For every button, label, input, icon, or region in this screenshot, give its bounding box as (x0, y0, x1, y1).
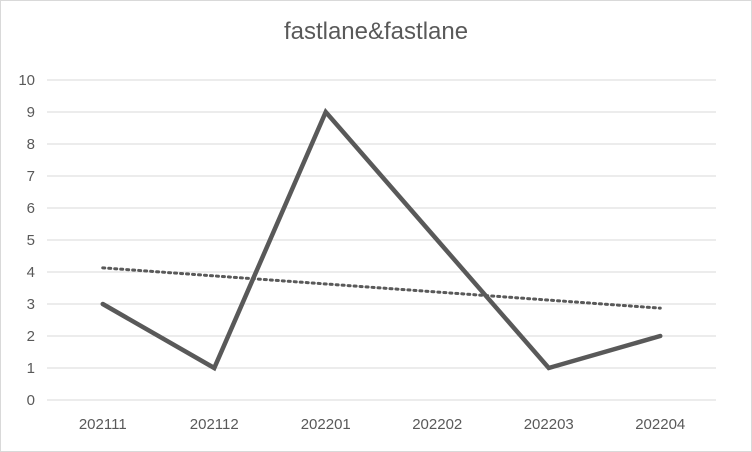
y-axis-tick-labels: 0 1 2 3 4 5 6 7 8 9 10 (18, 72, 35, 409)
y-tick-label-10: 10 (18, 72, 35, 89)
y-tick-label-4: 4 (27, 264, 35, 281)
y-tick-label-8: 8 (27, 136, 35, 153)
y-tick-label-1: 1 (27, 360, 35, 377)
x-tick-label-202112: 202112 (190, 416, 239, 433)
y-tick-label-5: 5 (27, 232, 35, 249)
x-tick-label-202202: 202202 (412, 416, 462, 433)
x-tick-label-202201: 202201 (301, 416, 351, 433)
x-tick-label-202111: 202111 (79, 416, 127, 433)
series-line-0 (100, 107, 663, 372)
x-tick-label-202203: 202203 (524, 416, 574, 433)
trendline (101, 266, 662, 310)
y-tick-label-6: 6 (27, 200, 35, 217)
y-tick-label-3: 3 (27, 296, 35, 313)
trendline-layer (101, 266, 662, 310)
chart-title: fastlane&fastlane (283, 18, 469, 45)
y-tick-label-7: 7 (27, 168, 35, 185)
series-layer (100, 107, 663, 372)
y-tick-label-0: 0 (27, 392, 35, 409)
gridlines (47, 79, 716, 401)
y-tick-label-9: 9 (27, 104, 35, 121)
y-tick-label-2: 2 (27, 328, 35, 345)
x-tick-label-202204: 202204 (635, 416, 685, 433)
x-axis-tick-labels: 202111 202112 202201 202202 202203 202204 (79, 416, 685, 433)
